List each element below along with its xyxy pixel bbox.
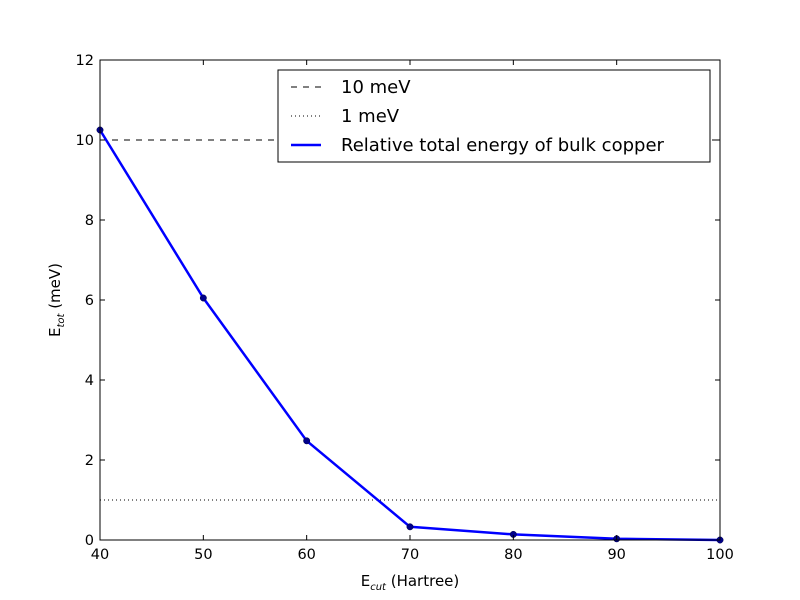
x-tick-label: 90 [607,547,625,563]
data-point [406,523,414,531]
x-tick-label: 50 [194,547,212,563]
legend-box [277,69,711,163]
x-axis-label-sub: cut [370,582,387,593]
legend-label-copper: Relative total energy of bulk copper [341,135,665,156]
y-axis-label-main: E [46,328,64,337]
y-tick-label: 4 [85,373,94,389]
x-axis-label: Ecut (Hartree) [361,572,460,593]
ticks-group: 40 50 60 70 80 90 100 0 2 4 6 8 10 12 [76,53,734,563]
plot-frame [99,59,721,541]
legend: 10 meV 1 meV Relative total energy of bu… [277,69,711,163]
x-tick-label: 70 [401,547,419,563]
y-tick-label: 12 [76,53,94,69]
y-axis-label: Etot (meV) [46,263,67,337]
x-axis-label-unit: (Hartree) [386,572,459,590]
x-tick-label: 80 [504,547,522,563]
x-tick-label: 100 [706,547,734,563]
x-axis-label-main: E [361,572,370,590]
y-tick-label: 8 [85,213,94,229]
y-tick-label: 2 [85,453,94,469]
y-tick-label: 6 [85,293,94,309]
y-axis-label-sub: tot [56,312,67,327]
x-tick-label: 60 [297,547,315,563]
legend-label-1mev: 1 meV [341,106,400,127]
data-point [303,437,311,445]
data-point [199,294,207,302]
legend-label-10mev: 10 meV [341,77,411,98]
y-axis-label-unit: (meV) [46,263,64,314]
y-tick-label: 10 [76,133,94,149]
x-tick-label: 40 [91,547,109,563]
y-tick-label: 0 [85,533,94,549]
